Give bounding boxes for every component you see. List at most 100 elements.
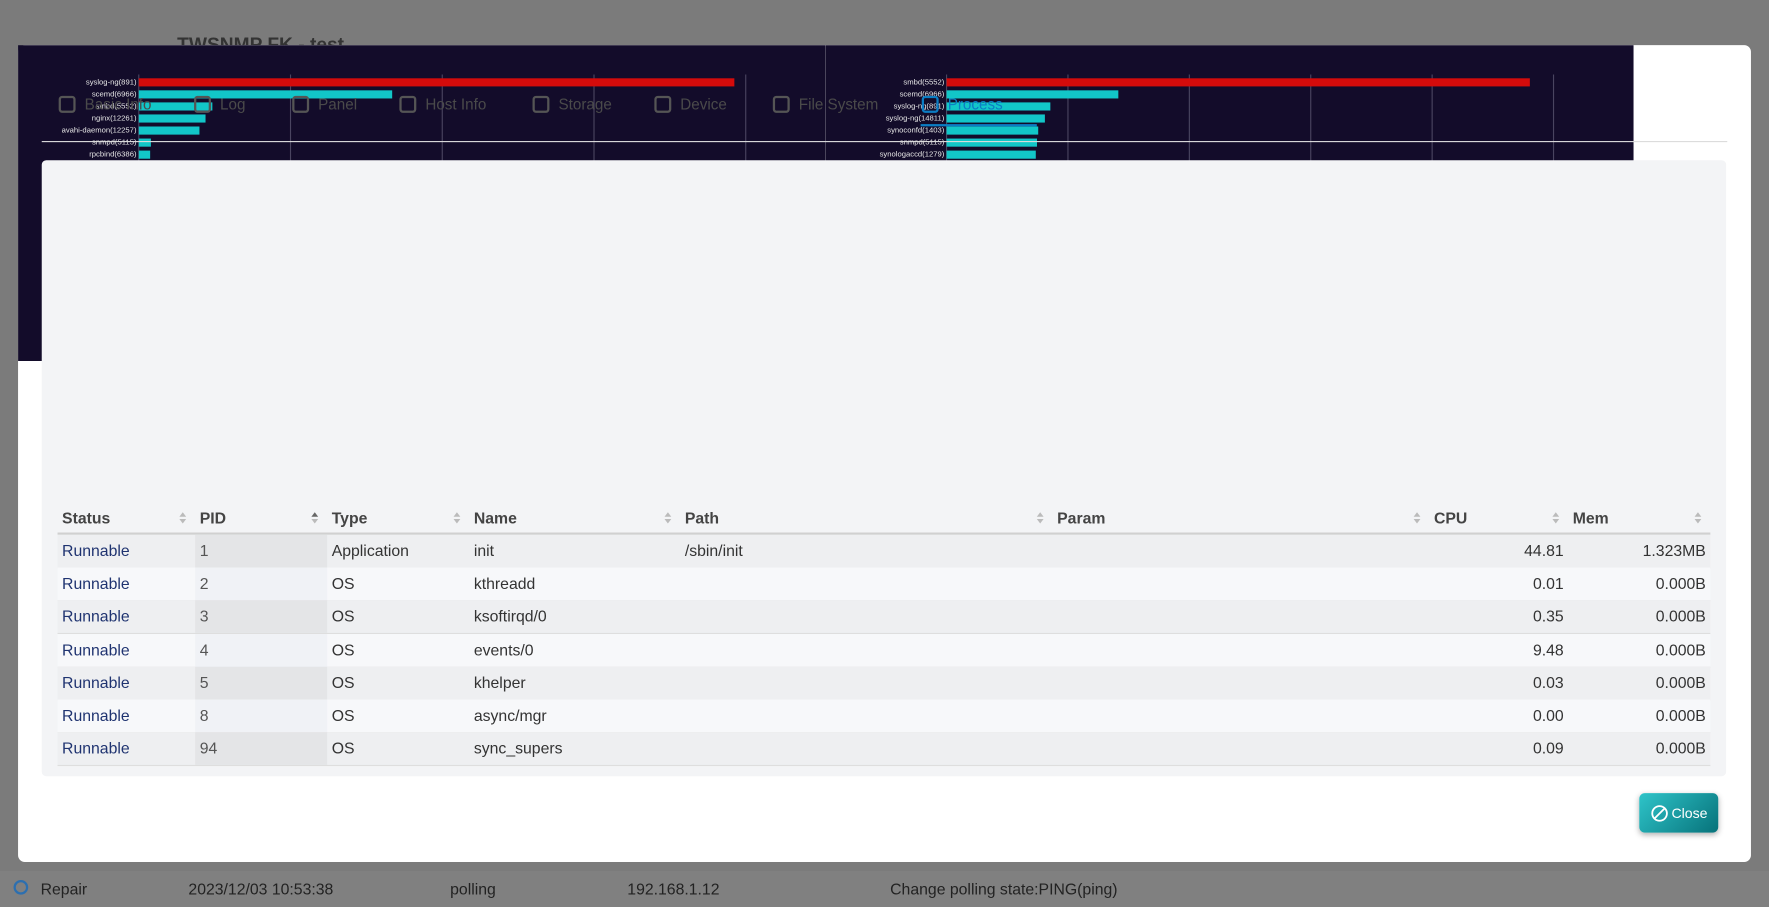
category-label: smbd(5552) — [903, 77, 944, 86]
sort-icon — [1413, 512, 1421, 517]
tab-icon — [194, 95, 211, 113]
table-cell: OS — [331, 607, 355, 626]
repair-icon — [13, 879, 29, 895]
table-cell: 0.01 — [1532, 574, 1564, 593]
tab[interactable]: Host Info — [399, 83, 486, 124]
tab-icon — [532, 95, 550, 113]
bar — [138, 138, 151, 147]
sort-icon — [1036, 512, 1044, 517]
bar — [946, 138, 1037, 147]
table-cell: 0.09 — [1532, 739, 1564, 758]
table-cell: 5 — [199, 673, 209, 692]
column-header[interactable]: Param — [1057, 508, 1106, 527]
table-cell: OS — [331, 574, 355, 593]
tab[interactable]: Panel — [292, 83, 357, 124]
sorted-column-shade — [195, 600, 328, 634]
tab-label: Host Info — [425, 95, 487, 113]
sort-icon — [1036, 518, 1044, 524]
category-label: nginx(12261) — [92, 114, 137, 123]
table-cell: 0.000B — [1655, 673, 1706, 692]
sorted-column-shade — [195, 567, 328, 601]
table-cell: async/mgr — [473, 706, 547, 725]
tab-icon — [58, 95, 76, 113]
table-cell: khelper — [473, 673, 526, 692]
sort-icon — [453, 518, 461, 524]
tab-divider — [41, 141, 1728, 143]
table-cell — [1053, 601, 1430, 634]
table-cell: Runnable — [62, 706, 130, 725]
table-cell: 4 — [199, 640, 209, 659]
table-cell — [680, 667, 1052, 700]
sorted-column-shade — [195, 666, 328, 700]
bar — [946, 102, 1051, 111]
column-header[interactable]: Status — [62, 508, 111, 527]
category-label: rpcbind(6386) — [89, 150, 137, 159]
sorted-column-shade — [195, 534, 328, 568]
tab[interactable]: File System — [772, 83, 878, 124]
table-cell — [680, 601, 1052, 634]
table-cell — [1053, 732, 1430, 765]
category-label: avahi-daemon(12257) — [62, 126, 137, 135]
sort-icon — [453, 512, 461, 517]
category-label: syslog-ng(891) — [86, 77, 137, 86]
column-header[interactable]: PID — [199, 508, 227, 527]
tab[interactable]: Device — [654, 83, 727, 124]
bar — [946, 90, 1119, 99]
table-cell: sync_supers — [473, 739, 563, 758]
sort-icon — [311, 518, 319, 524]
sorted-column-shade — [195, 732, 328, 766]
tab[interactable]: Storage — [532, 83, 612, 124]
tab-label: Process — [947, 95, 1003, 113]
table-cell: OS — [331, 673, 355, 692]
bar — [946, 78, 1530, 87]
table-cell: 2 — [199, 574, 209, 593]
log-cell: Change polling state:PING(ping) — [890, 879, 1118, 899]
table-cell: 1 — [199, 541, 209, 560]
column-header[interactable]: Path — [684, 508, 720, 527]
sort-icon — [1413, 518, 1421, 524]
table-cell: Runnable — [62, 607, 130, 626]
column-header[interactable]: Mem — [1572, 508, 1609, 527]
tab[interactable]: Process — [921, 83, 1003, 124]
sorted-column-shade — [195, 699, 328, 733]
bar — [138, 114, 206, 123]
sort-icon — [664, 518, 672, 524]
bar — [946, 126, 1039, 135]
table-cell: Application — [331, 541, 409, 560]
table-cell: init — [473, 541, 495, 560]
tab-icon — [292, 95, 310, 113]
table-cell: /sbin/init — [684, 541, 743, 560]
close-button[interactable]: Close — [1639, 793, 1719, 833]
column-header[interactable]: Type — [331, 508, 368, 527]
table-cell: 0.000B — [1655, 640, 1706, 659]
table-cell: events/0 — [473, 640, 534, 659]
table-cell: 8 — [199, 706, 209, 725]
bar — [138, 78, 735, 87]
table-cell — [1053, 667, 1430, 700]
tab-label: Panel — [318, 95, 358, 113]
table-cell: OS — [331, 706, 355, 725]
table-cell: 94 — [199, 739, 218, 758]
bar — [138, 126, 200, 135]
bar — [138, 150, 151, 159]
tab-icon — [772, 95, 790, 113]
sort-icon — [664, 512, 672, 517]
column-header[interactable]: CPU — [1433, 508, 1468, 527]
tab-label: Device — [680, 95, 727, 113]
tab-icon — [399, 95, 417, 113]
table-cell: OS — [331, 640, 355, 659]
table-cell: 0.000B — [1655, 607, 1706, 626]
tab[interactable]: Basic Info — [58, 83, 151, 124]
category-label: smbd(5552) — [96, 101, 137, 110]
table-row — [57, 732, 1711, 767]
column-header[interactable]: Name — [473, 508, 517, 527]
sort-icon — [1552, 512, 1560, 517]
bar — [946, 150, 1036, 159]
table-cell — [1053, 535, 1430, 568]
category-label: synologaccd(1279) — [880, 150, 945, 159]
tab-label: Log — [219, 95, 246, 113]
table-cell: Runnable — [62, 640, 130, 659]
tab[interactable]: Log — [194, 83, 245, 124]
table-cell: Runnable — [62, 673, 130, 692]
